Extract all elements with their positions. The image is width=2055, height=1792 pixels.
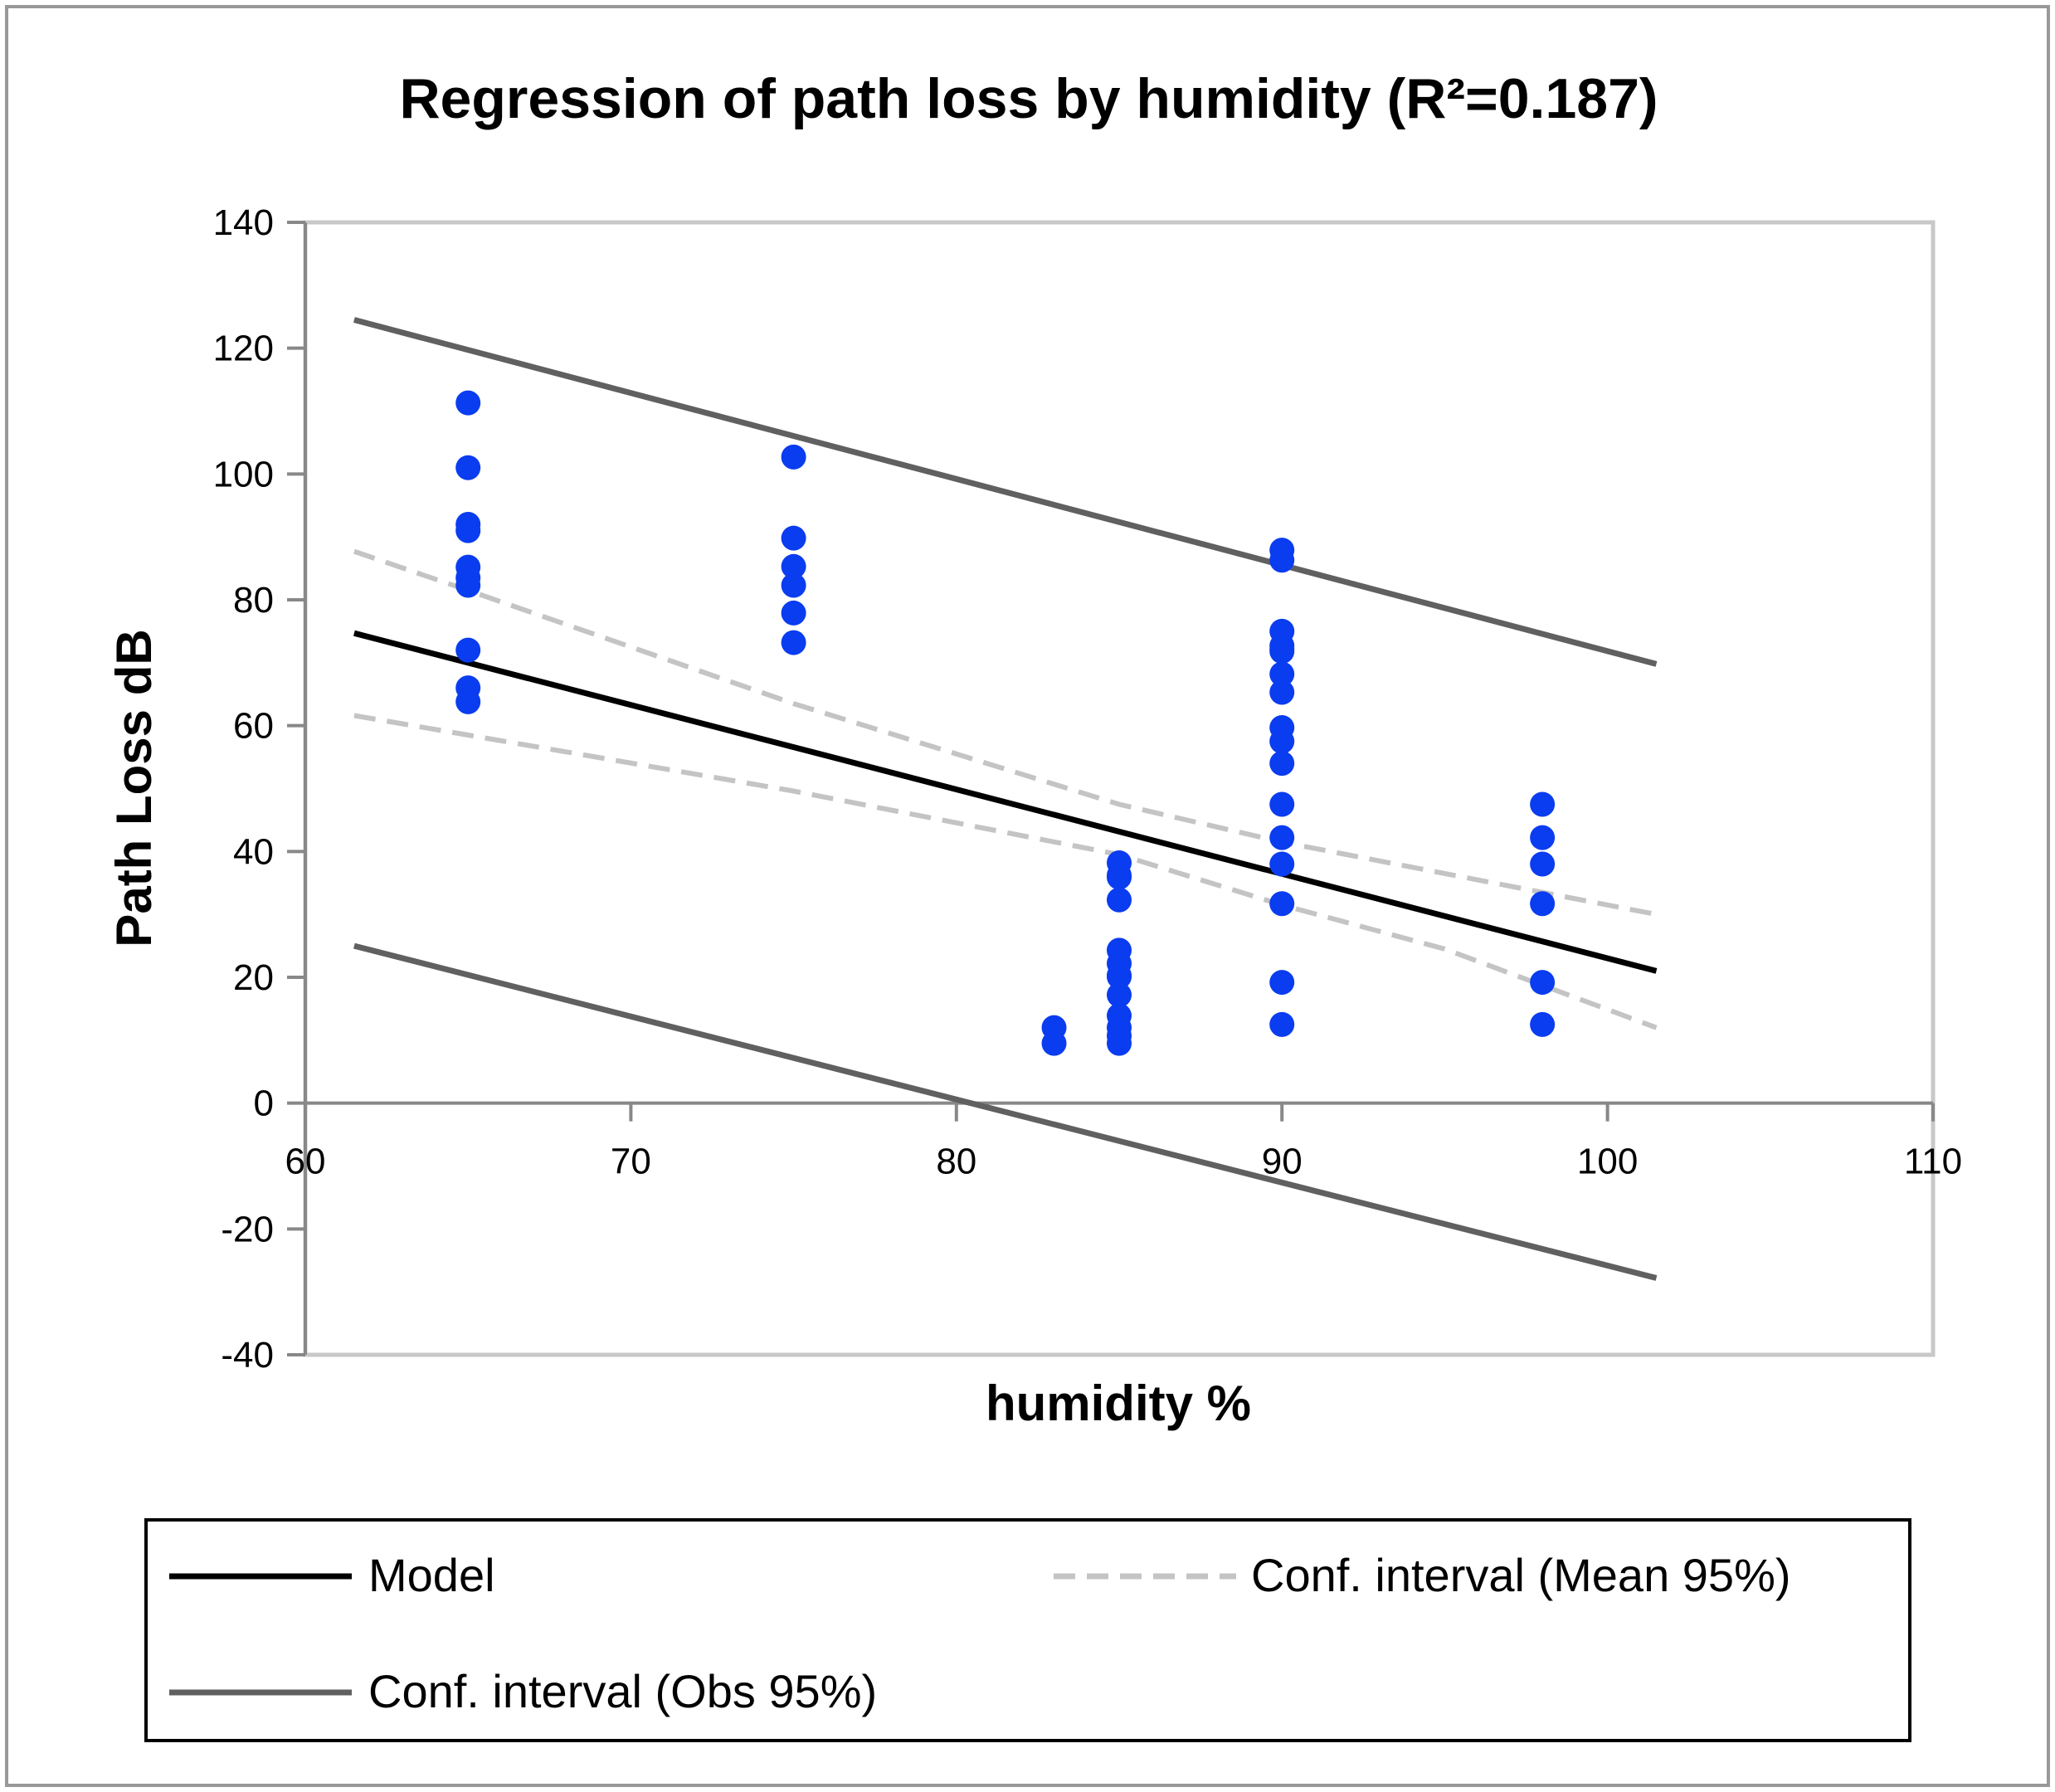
y-tick-label: 80 [233,580,274,621]
data-point [1269,548,1295,573]
data-point [1269,970,1295,996]
axes-layer: -40 -20 0 20 40 60 80 100 120 140 60 70 80 90 100 110 [213,202,1963,1376]
data-point [1530,1011,1556,1037]
data-point [455,455,481,480]
data-point [781,630,806,655]
data-point [1269,1011,1295,1037]
data-point [1530,851,1556,877]
data-point [781,444,806,470]
model-layer [353,630,1658,974]
legend: Model Conf. interval (Mean 95%) Conf. inte… [144,1518,1911,1742]
x-tick-label: 70 [611,1142,651,1182]
data-point [1530,791,1556,817]
legend-label: Conf. interval (Mean 95%) [1251,1549,1791,1601]
data-point [1269,825,1295,850]
legend-box [144,1518,1911,1742]
data-point [1107,863,1132,889]
legend-label: Conf. interval (Obs 95%) [368,1665,877,1717]
data-point [781,525,806,551]
y-tick-label: 140 [213,202,274,243]
y-tick-label: 60 [233,706,274,747]
data-point [1269,661,1295,687]
x-axis-title: humidity % [986,1376,1251,1431]
data-point [1041,1030,1067,1056]
data-point [1107,1030,1132,1056]
y-tick-label: 20 [233,957,274,998]
legend-label: Model [368,1549,495,1601]
ci-obs-layer [353,317,1658,1281]
data-point [1107,982,1132,1008]
model-line [353,630,1658,974]
data-point [455,572,481,598]
data-point [781,600,806,626]
data-point [1269,751,1295,777]
figure-border [5,5,2050,1787]
data-point [455,689,481,714]
ci-obs-upper-line [353,317,1658,667]
x-tick-label: 80 [936,1142,976,1182]
ci-obs-lower-line [353,942,1658,1281]
data-point [455,637,481,663]
data-point [781,572,806,598]
data-point [1269,679,1295,705]
x-tick-label: 110 [1904,1142,1962,1182]
data-point [455,518,481,543]
y-tick-label: 120 [213,329,274,369]
x-tick-label: 100 [1577,1142,1638,1182]
y-tick-label: -20 [221,1209,274,1249]
data-point [1269,636,1295,662]
data-point [1269,791,1295,817]
data-point [455,390,481,416]
y-tick-label: 100 [213,454,274,494]
data-point [1269,851,1295,877]
y-axis-title: Path Loss dB [106,629,162,947]
data-point [781,553,806,579]
data-point [1530,970,1556,996]
data-point [1269,891,1295,917]
x-tick-label: 60 [285,1142,326,1182]
data-point [1107,962,1132,988]
data-point [1530,825,1556,850]
data-point [1269,728,1295,754]
data-point [1530,891,1556,917]
data-point [1107,887,1132,913]
x-tick-label: 90 [1262,1142,1303,1182]
y-tick-label: -40 [221,1335,274,1376]
y-tick-label: 0 [254,1083,274,1124]
y-tick-label: 40 [233,831,274,872]
chart-title: Regression of path loss by humidity (R²=… [399,67,1658,130]
points-layer [455,390,1556,1056]
